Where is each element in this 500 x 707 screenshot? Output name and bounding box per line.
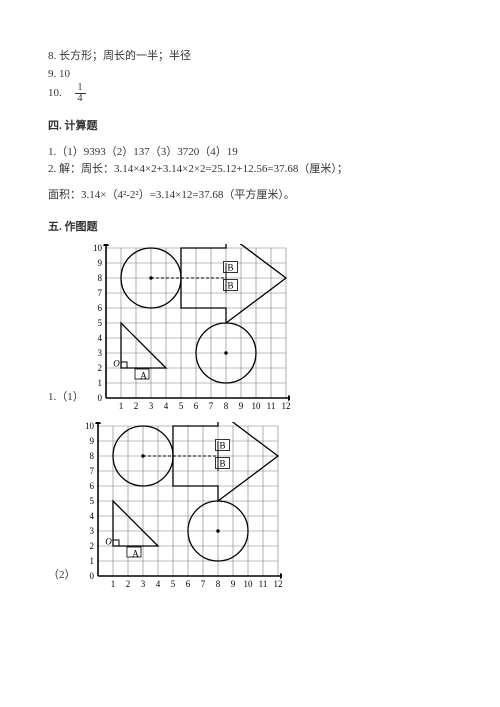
figure-1-label: 1.（1） [48, 389, 84, 413]
svg-text:5: 5 [97, 318, 102, 328]
svg-text:4: 4 [155, 579, 160, 589]
fraction-denominator: 4 [75, 94, 86, 104]
figure-2-label: （2） [48, 567, 76, 591]
svg-text:2: 2 [97, 363, 102, 373]
svg-text:11: 11 [258, 579, 267, 589]
svg-text:8: 8 [224, 401, 229, 411]
svg-text:6: 6 [97, 303, 102, 313]
svg-text:3: 3 [97, 348, 102, 358]
svg-text:10: 10 [85, 422, 95, 431]
svg-text:0: 0 [89, 571, 94, 581]
svg-text:O: O [105, 537, 112, 547]
svg-text:7: 7 [97, 288, 102, 298]
svg-text:1: 1 [89, 556, 94, 566]
svg-text:A: A [132, 549, 139, 559]
svg-text:B: B [227, 281, 233, 291]
svg-text:2: 2 [89, 541, 94, 551]
svg-text:2: 2 [134, 401, 139, 411]
svg-text:4: 4 [164, 401, 169, 411]
svg-text:10: 10 [251, 401, 261, 411]
figure-2-wrap: （2） 012345678910123456789101112AOBB [48, 422, 452, 590]
svg-text:10: 10 [243, 579, 253, 589]
svg-text:1: 1 [97, 378, 102, 388]
svg-text:5: 5 [170, 579, 175, 589]
svg-text:6: 6 [194, 401, 199, 411]
s4-line-2: 2. 解：周长：3.14×4×2+3.14×2×2=25.12+12.56=37… [48, 161, 452, 179]
svg-text:1: 1 [119, 401, 124, 411]
svg-text:4: 4 [97, 333, 102, 343]
svg-text:12: 12 [273, 579, 282, 589]
svg-text:8: 8 [89, 451, 94, 461]
s4-line-3: 面积：3.14×（4²-2²）=3.14×12=37.68（平方厘米）。 [48, 187, 452, 205]
svg-text:B: B [219, 441, 225, 451]
svg-text:7: 7 [89, 466, 94, 476]
svg-text:5: 5 [179, 401, 184, 411]
svg-text:0: 0 [97, 393, 102, 403]
svg-text:12: 12 [281, 401, 290, 411]
svg-text:A: A [140, 371, 147, 381]
figure-1-svg: 012345678910123456789101112AOBB [88, 244, 290, 412]
svg-text:9: 9 [89, 436, 94, 446]
svg-text:8: 8 [215, 579, 220, 589]
item-10: 10. 1 4 [48, 83, 452, 104]
svg-text:11: 11 [266, 401, 275, 411]
item-8: 8. 长方形；周长的一半；半径 [48, 48, 452, 66]
svg-text:6: 6 [185, 579, 190, 589]
svg-text:8: 8 [97, 273, 102, 283]
svg-text:10: 10 [93, 244, 103, 253]
svg-text:7: 7 [209, 401, 214, 411]
svg-text:9: 9 [230, 579, 235, 589]
s4-line-1: 1.（1）9393（2）137（3）3720（4）19 [48, 144, 452, 162]
svg-text:B: B [219, 459, 225, 469]
figure-2-svg: 012345678910123456789101112AOBB [80, 422, 282, 590]
svg-text:2: 2 [125, 579, 130, 589]
svg-text:O: O [113, 359, 120, 369]
figure-1-wrap: 1.（1） 012345678910123456789101112AOBB [48, 244, 452, 412]
svg-text:6: 6 [89, 481, 94, 491]
item-10-num: 10. [48, 87, 62, 99]
svg-text:9: 9 [97, 258, 102, 268]
section-4-title: 四. 计算题 [48, 118, 452, 136]
svg-text:3: 3 [140, 579, 145, 589]
section-5-title: 五. 作图题 [48, 219, 452, 237]
svg-text:5: 5 [89, 496, 94, 506]
svg-text:7: 7 [200, 579, 205, 589]
item-9: 9. 10 [48, 66, 452, 84]
svg-text:4: 4 [89, 511, 94, 521]
svg-text:9: 9 [239, 401, 244, 411]
svg-text:3: 3 [89, 526, 94, 536]
svg-text:3: 3 [149, 401, 154, 411]
fraction-1-4: 1 4 [75, 83, 86, 104]
svg-text:B: B [227, 263, 233, 273]
svg-text:1: 1 [110, 579, 115, 589]
